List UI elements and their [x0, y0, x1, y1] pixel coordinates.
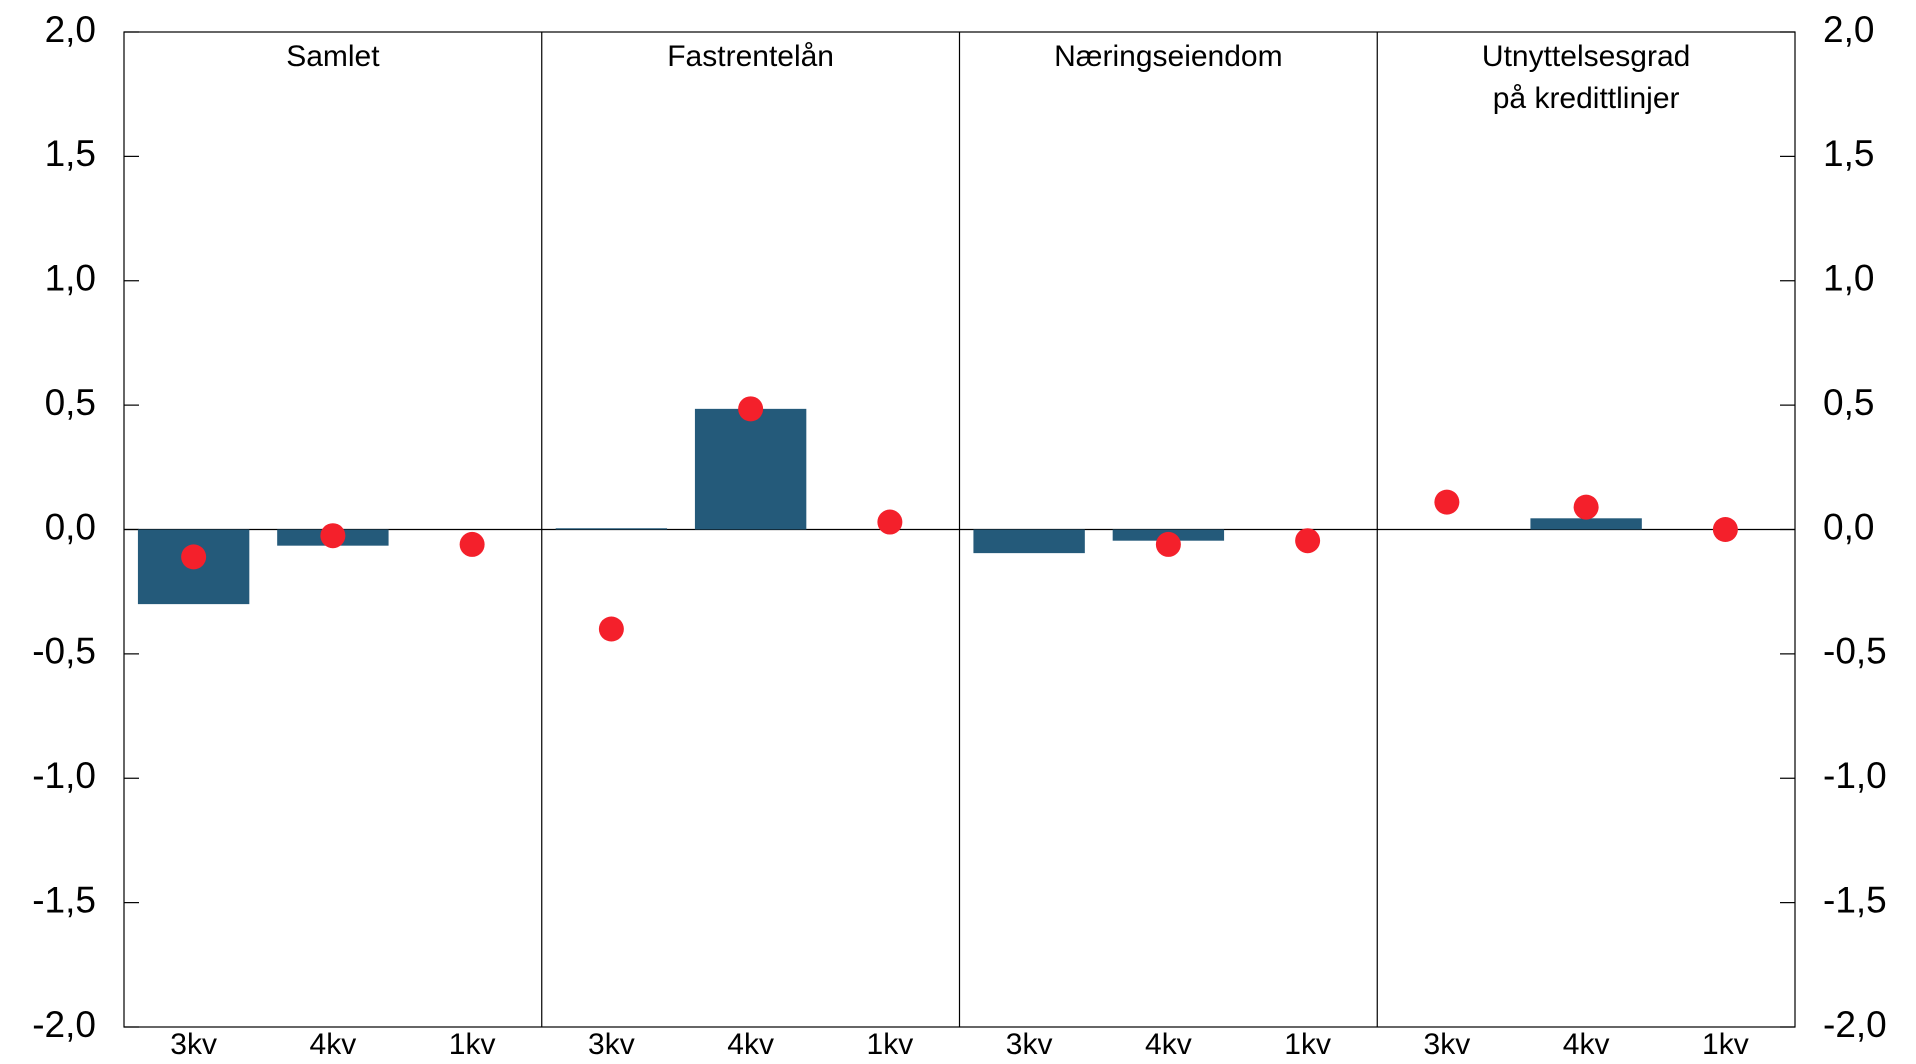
- y2-tick-label: -0,5: [1823, 631, 1887, 672]
- y-tick-label: -1,5: [32, 879, 96, 920]
- x-tick-label: 3kv: [1424, 1028, 1471, 1061]
- y-tick-label: -0,5: [32, 631, 96, 672]
- y2-tick-label: 0,5: [1823, 382, 1874, 423]
- dot: [181, 544, 207, 570]
- panel-title: Næringseiendom: [1054, 40, 1282, 73]
- bar: [973, 529, 1085, 554]
- bar: [555, 528, 668, 530]
- x-tick-label: 1kv: [867, 1028, 914, 1061]
- dot: [1573, 494, 1599, 520]
- dot: [1155, 531, 1181, 557]
- dot: [598, 616, 624, 642]
- dot: [320, 523, 346, 549]
- y-tick-label: 2,0: [45, 9, 96, 50]
- x-tick-label: 3kv: [588, 1028, 635, 1061]
- panel-title: Utnyttelsesgrad: [1482, 40, 1690, 73]
- y2-tick-label: -1,5: [1823, 879, 1887, 920]
- dot: [1712, 517, 1738, 542]
- x-tick-label: 1kv: [449, 1028, 496, 1061]
- dot: [738, 396, 764, 422]
- y2-tick-label: -2,0: [1823, 1004, 1887, 1045]
- dot: [1295, 528, 1321, 554]
- y2-tick-label: 1,0: [1823, 258, 1874, 299]
- y-tick-label: -2,0: [32, 1004, 96, 1045]
- x-tick-label: 4kv: [310, 1028, 357, 1061]
- x-tick-label: 4kv: [727, 1028, 774, 1061]
- y2-tick-label: 1,5: [1823, 133, 1874, 174]
- y-tick-label: -1,0: [32, 755, 96, 796]
- y2-tick-label: 2,0: [1823, 9, 1874, 50]
- bar: [1530, 518, 1642, 530]
- y2-tick-label: -1,0: [1823, 755, 1887, 796]
- y-tick-label: 0,0: [45, 506, 96, 547]
- panel-title: Fastrentelån: [667, 40, 834, 73]
- dot: [1434, 489, 1460, 515]
- dot: [459, 531, 485, 557]
- y-tick-label: 1,0: [45, 258, 96, 299]
- x-tick-label: 4kv: [1145, 1028, 1192, 1061]
- y2-tick-label: 0,0: [1823, 506, 1874, 547]
- x-tick-label: 1kv: [1702, 1028, 1749, 1061]
- x-tick-label: 4kv: [1563, 1028, 1610, 1061]
- dot: [877, 509, 903, 535]
- x-tick-label: 3kv: [170, 1028, 217, 1061]
- y-tick-label: 0,5: [45, 382, 96, 423]
- y-tick-label: 1,5: [45, 133, 96, 174]
- bar: [694, 408, 807, 530]
- panel-title: Samlet: [286, 40, 380, 73]
- x-tick-label: 3kv: [1006, 1028, 1053, 1061]
- panel-title: på kredittlinjer: [1493, 82, 1680, 115]
- x-tick-label: 1kv: [1284, 1028, 1331, 1061]
